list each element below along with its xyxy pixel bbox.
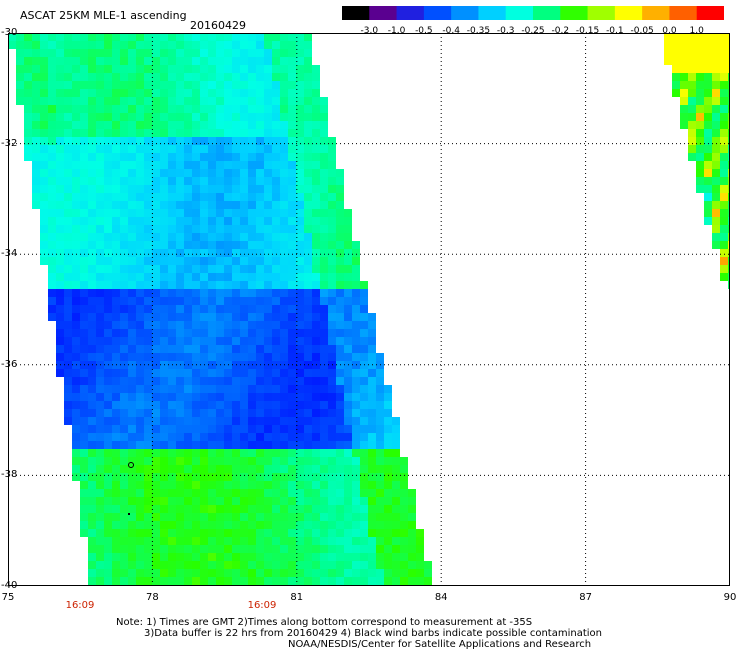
colorbar-tick-label: -3.0: [360, 26, 379, 36]
colorbar-tick-label: -0.2: [551, 26, 570, 36]
colorbar-swatch: [396, 6, 425, 20]
longitude-label: 90: [723, 592, 737, 603]
colorbar-swatch: [669, 6, 698, 20]
map-date: 20160429: [190, 19, 246, 32]
latitude-label: -30: [1, 27, 18, 38]
colorbar-swatch: [614, 6, 643, 20]
latitude-label: -38: [1, 469, 18, 481]
latitude-label: -32: [1, 137, 18, 149]
colorbar-swatch: [369, 6, 398, 20]
latitude-label: -34: [1, 248, 18, 260]
colorbar-tick-label: -0.4: [442, 26, 460, 36]
longitude-label: 78: [146, 592, 159, 603]
colorbar-tick-label: -0.35: [466, 26, 491, 36]
colorbar-tick-label: -0.3: [496, 26, 515, 36]
colorbar-tick-label: -0.5: [415, 26, 433, 36]
colorbar: [342, 6, 724, 20]
graticule: [8, 33, 730, 586]
swath-cells: [8, 33, 432, 586]
colorbar-tick-label: 1.0: [689, 26, 704, 36]
wind-barb: [128, 513, 130, 515]
colorbar-tick-label: -0.05: [630, 26, 654, 36]
note-line-1: Note: 1) Times are GMT 2)Times along bot…: [116, 617, 533, 628]
swath-map: [8, 33, 730, 586]
latitude-label: -36: [1, 358, 18, 370]
note-line-3: NOAA/NESDIS/Center for Satellite Applica…: [288, 639, 592, 650]
colorbar-tick-label: -1.0: [387, 26, 406, 36]
note-line-2: 3)Data buffer is 22 hrs from 20160429 4)…: [144, 628, 602, 639]
colorbar-swatch: [533, 6, 561, 20]
longitude-label: 75: [1, 592, 15, 603]
colorbar-swatch: [505, 6, 534, 20]
colorbar-tick-label: 0.0: [662, 26, 677, 36]
longitude-label: 81: [290, 592, 304, 603]
map-title: ASCAT 25KM MLE-1 ascending: [20, 9, 187, 22]
swath-cells-east: [664, 33, 730, 289]
colorbar-swatch: [587, 6, 616, 20]
colorbar-swatch: [342, 6, 370, 20]
colorbar-swatch: [423, 6, 452, 20]
longitude-label: 84: [434, 592, 448, 603]
time-label: 16:09: [247, 600, 277, 611]
latitude-label: -40: [1, 580, 18, 591]
colorbar-swatch: [560, 6, 589, 20]
colorbar-tick-label: -0.1: [606, 26, 624, 36]
colorbar-swatch: [696, 6, 724, 20]
colorbar-swatch: [642, 6, 671, 20]
time-label: 16:09: [65, 600, 95, 611]
colorbar-tick-label: -0.15: [575, 26, 600, 36]
longitude-label: 87: [579, 592, 592, 603]
colorbar-tick-label: -0.25: [521, 26, 545, 36]
colorbar-swatch: [478, 6, 507, 20]
colorbar-swatch: [451, 6, 480, 20]
map-frame: [8, 33, 730, 586]
wind-barb: [128, 462, 134, 468]
